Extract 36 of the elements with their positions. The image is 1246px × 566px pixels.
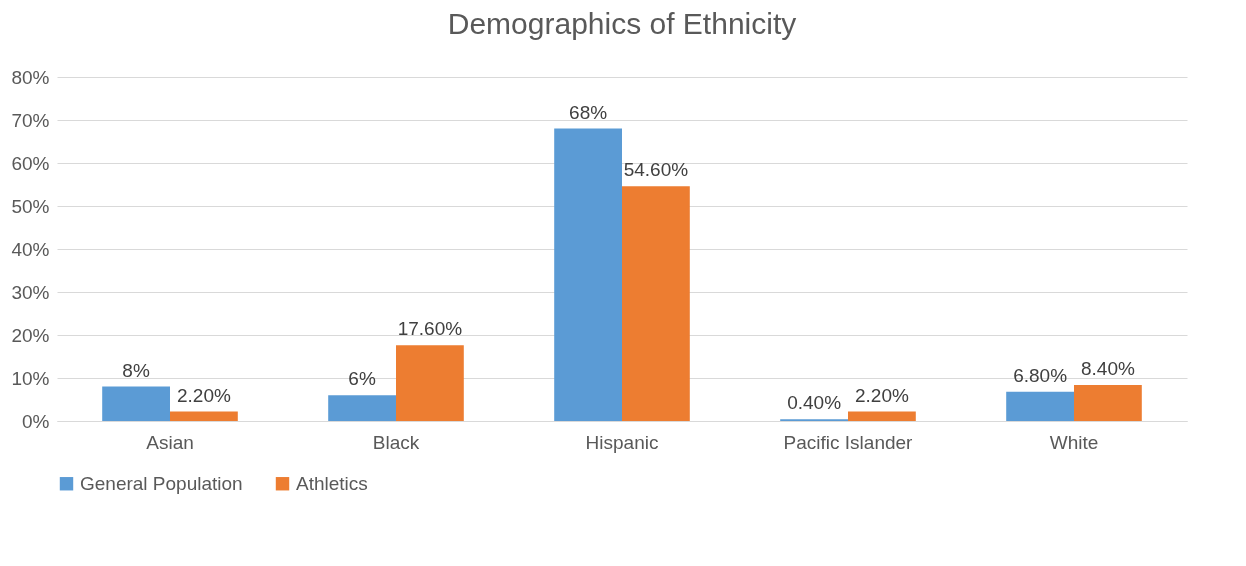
bar xyxy=(622,186,690,421)
x-tick-label: White xyxy=(1049,431,1099,453)
y-tick-label: 50% xyxy=(11,195,50,217)
y-tick-label: 40% xyxy=(11,238,50,260)
y-tick-label: 30% xyxy=(11,281,50,303)
data-label: 8.40% xyxy=(1080,357,1135,379)
y-tick-label: 60% xyxy=(11,152,50,174)
bar xyxy=(1006,391,1074,421)
x-tick-label: Asian xyxy=(146,431,194,453)
data-label: 2.20% xyxy=(854,384,909,406)
bar xyxy=(848,411,916,421)
data-label: 6% xyxy=(348,368,376,390)
x-tick-label: Pacific Islander xyxy=(783,431,914,453)
bar xyxy=(554,128,622,421)
bar xyxy=(328,395,396,421)
x-tick-label: Black xyxy=(372,431,420,453)
legend-label: Athletics xyxy=(296,472,368,494)
y-tick-label: 0% xyxy=(22,410,50,432)
data-label: 8% xyxy=(122,359,150,381)
bar xyxy=(1074,384,1142,421)
data-label: 2.20% xyxy=(176,384,231,406)
bar xyxy=(396,345,464,421)
x-tick-label: Hispanic xyxy=(585,431,659,453)
data-label: 6.80% xyxy=(1013,364,1068,386)
y-tick-label: 70% xyxy=(11,109,50,131)
bar xyxy=(170,411,238,421)
data-label: 17.60% xyxy=(397,318,463,340)
chart-title: Demographics of Ethnicity xyxy=(447,7,797,40)
y-tick-label: 80% xyxy=(11,66,50,88)
data-label: 68% xyxy=(569,101,608,123)
bar xyxy=(102,386,170,421)
legend-label: General Population xyxy=(80,472,243,494)
y-tick-label: 10% xyxy=(11,367,50,389)
data-label: 0.40% xyxy=(787,392,842,414)
data-label: 54.60% xyxy=(623,159,689,181)
y-tick-label: 20% xyxy=(11,324,50,346)
